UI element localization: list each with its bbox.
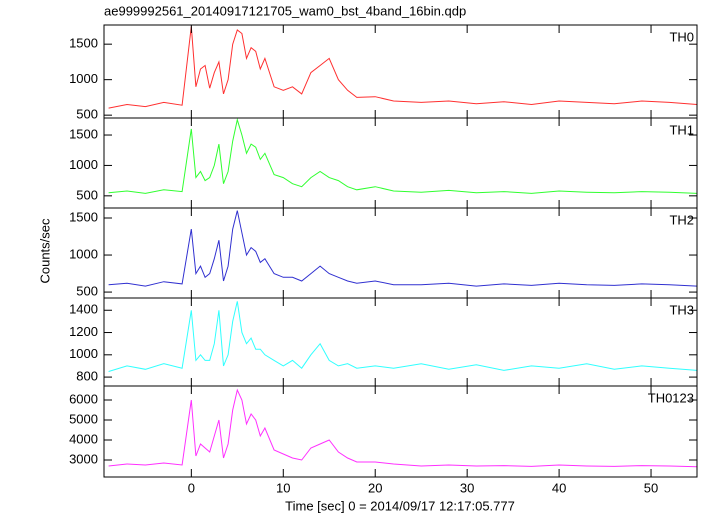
x-tick-label: 40	[552, 480, 566, 495]
x-tick-label: 30	[460, 480, 474, 495]
light-curve	[108, 117, 698, 194]
y-tick-label: 1500	[69, 209, 98, 224]
y-tick-label: 500	[76, 107, 98, 122]
y-tick-label: 6000	[69, 391, 98, 406]
y-tick-label: 500	[76, 284, 98, 299]
x-tick-label: 10	[276, 480, 290, 495]
y-tick-label: 3000	[69, 451, 98, 466]
y-tick-label: 1000	[69, 157, 98, 172]
panel-label: TH2	[669, 212, 694, 227]
x-axis-label: Time [sec] 0 = 2014/09/17 12:17:05.777	[285, 498, 515, 513]
panel-label: TH0	[669, 29, 694, 44]
panel-label: TH0123	[648, 390, 694, 405]
x-tick-label: 20	[368, 480, 382, 495]
y-tick-label: 1000	[69, 346, 98, 361]
y-tick-label: 800	[76, 369, 98, 384]
panel-label: TH1	[669, 122, 694, 137]
light-curve	[108, 301, 698, 372]
y-tick-label: 500	[76, 187, 98, 202]
panel-frame	[103, 297, 698, 387]
y-axis-label: Counts/sec	[37, 218, 52, 284]
chart-title: ae999992561_20140917121705_wam0_bst_4ban…	[104, 3, 466, 18]
y-tick-label: 1000	[69, 71, 98, 86]
light-curve	[108, 26, 698, 109]
panel-frame	[103, 117, 698, 209]
y-tick-label: 1000	[69, 246, 98, 261]
y-tick-label: 4000	[69, 431, 98, 446]
panel-frame	[103, 385, 698, 478]
y-tick-label: 5000	[69, 411, 98, 426]
panel-frame	[103, 24, 698, 119]
y-tick-label: 1500	[69, 126, 98, 141]
x-tick-label: 50	[644, 480, 658, 495]
light-curve	[108, 210, 698, 287]
light-curve	[108, 388, 698, 468]
panel-label: TH3	[669, 302, 694, 317]
x-tick-label: 0	[188, 480, 195, 495]
y-tick-label: 1500	[69, 36, 98, 51]
y-tick-label: 1400	[69, 302, 98, 317]
y-tick-label: 1200	[69, 324, 98, 339]
